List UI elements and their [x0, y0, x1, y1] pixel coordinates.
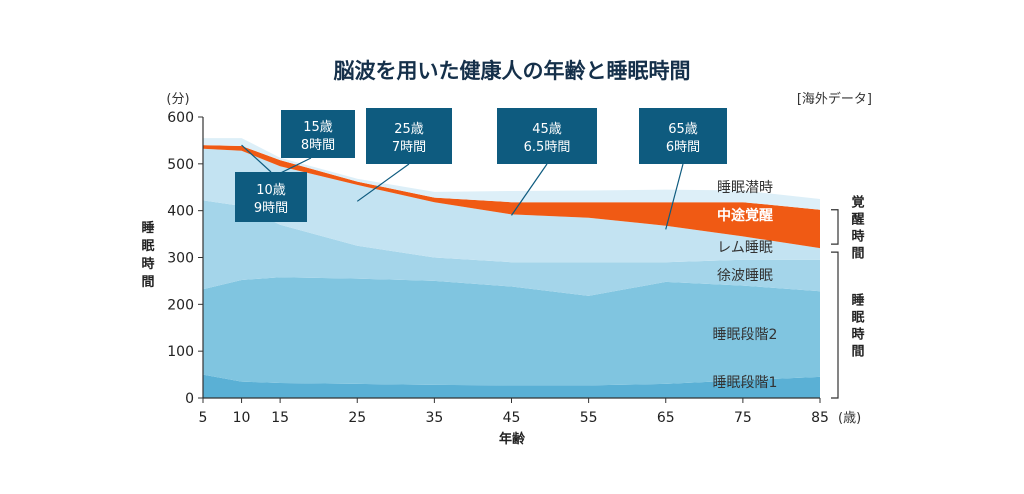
x-tick-label: 55	[580, 410, 598, 426]
layer-label-stage2: 睡眠段階2	[713, 327, 778, 343]
area-sws	[203, 200, 820, 296]
callout-time-label: 6.5時間	[524, 140, 571, 155]
callout-age-label: 45歳	[532, 122, 562, 137]
y-axis-title-text: 睡眠時間	[141, 220, 154, 290]
callout-box	[235, 172, 307, 222]
callout-box	[366, 108, 452, 164]
layer-labels: 睡眠段階1 睡眠段階2 徐波睡眠 レム睡眠 中途覚醒 睡眠潜時	[713, 180, 778, 391]
layer-label-stage1: 睡眠段階1	[713, 375, 778, 391]
layer-label-rem: レム睡眠	[717, 240, 773, 256]
area-wake	[203, 145, 820, 249]
callout-age-label: 10歳	[256, 183, 286, 198]
bracket-1	[831, 251, 839, 399]
y-tick-label: 200	[167, 297, 194, 313]
y-tick-label: 300	[167, 251, 194, 267]
bracket-label-1: 睡眠時間	[851, 293, 864, 360]
callout-box	[497, 108, 597, 164]
x-tick-label: 25	[348, 410, 366, 426]
y-unit-label: (分)	[166, 92, 189, 107]
y-tick-label: 0	[185, 391, 194, 407]
callout-box	[281, 110, 355, 158]
layer-label-latency: 睡眠潜時	[717, 180, 773, 196]
callout-age-label: 65歳	[668, 122, 698, 137]
callout-pointer	[665, 163, 684, 230]
x-tick-label: 15	[271, 410, 289, 426]
y-tick-label: 500	[167, 157, 194, 173]
x-tick-label: 10	[233, 410, 251, 426]
x-tick-label: 45	[503, 410, 521, 426]
axes: 0 100 200 300 400 500 600 5 10 15 25 35 45 55 65 75 85	[167, 110, 829, 426]
callout-pointer	[241, 144, 272, 173]
x-tick-label: 5	[199, 410, 208, 426]
callout-pointer	[356, 163, 410, 202]
callout-box	[639, 108, 727, 164]
callout-time-label: 9時間	[254, 201, 288, 216]
callout-time-label: 6時間	[666, 140, 700, 155]
callout-pointer	[279, 157, 312, 174]
y-axis-title: 睡眠時間	[141, 220, 154, 290]
area-rem	[203, 148, 820, 263]
chart-title: 脳波を用いた健康人の年齢と睡眠時間	[334, 59, 691, 83]
area-layers	[203, 138, 820, 398]
area-stage1	[203, 374, 820, 398]
x-tick-label: 65	[657, 410, 675, 426]
callout-pointer	[511, 163, 548, 216]
y-tick-label: 400	[167, 204, 194, 220]
y-tick-label: 100	[167, 344, 194, 360]
x-unit-label: (歳)	[838, 411, 861, 426]
x-tick-label: 75	[734, 410, 752, 426]
bracket-0	[831, 209, 839, 245]
area-stage2	[203, 277, 820, 386]
callout-age-label: 25歳	[394, 122, 424, 137]
callout-time-label: 8時間	[301, 138, 335, 153]
area-latency	[203, 138, 820, 210]
y-tick-label: 600	[167, 110, 194, 126]
data-source-note: [海外データ]	[797, 91, 872, 107]
layer-label-sws: 徐波睡眠	[717, 268, 773, 284]
bracket-label-0: 覚醒時間	[850, 194, 864, 261]
callout-3: 45歳 6.5時間	[497, 108, 597, 216]
x-tick-label: 35	[425, 410, 443, 426]
callout-age-label: 15歳	[303, 120, 333, 135]
x-tick-label: 85	[811, 410, 829, 426]
callout-time-label: 7時間	[392, 140, 426, 155]
x-axis-title: 年齢	[499, 431, 526, 447]
layer-label-wake: 中途覚醒	[717, 207, 773, 224]
